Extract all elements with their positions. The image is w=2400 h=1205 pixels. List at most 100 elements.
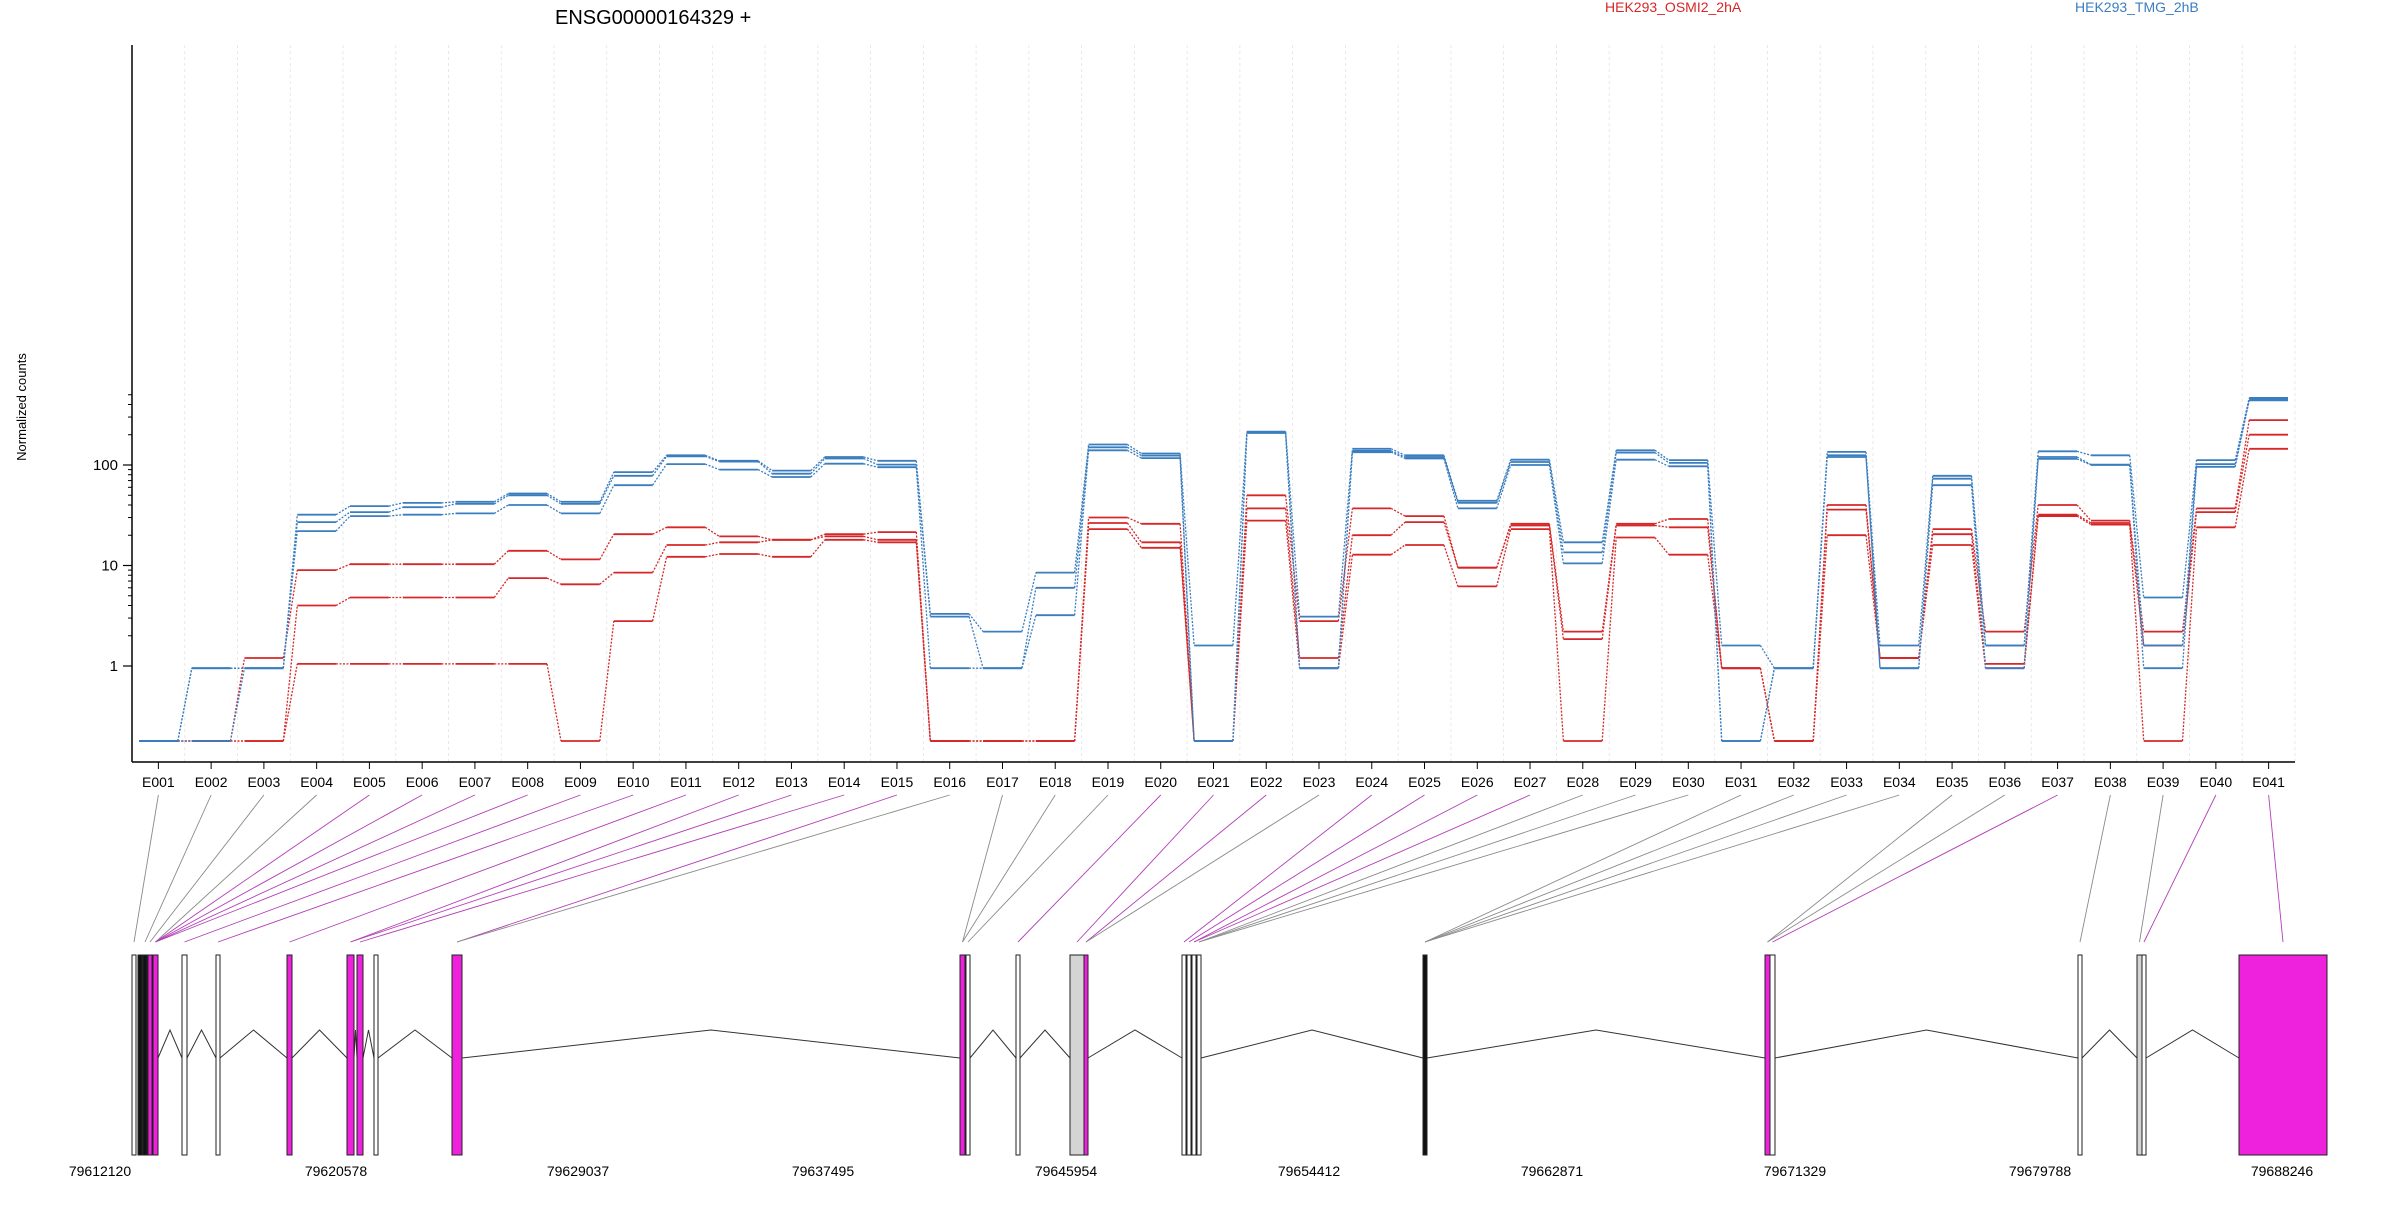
exon-block bbox=[2141, 954, 2147, 1156]
intron-line bbox=[2145, 1029, 2240, 1059]
bin-to-exon-connector bbox=[1772, 794, 2058, 943]
y-tick-label: 10 bbox=[101, 558, 118, 575]
bin-to-exon-connector bbox=[1424, 794, 1900, 943]
bin-to-exon-connector bbox=[1198, 794, 1636, 943]
bin-to-exon-connector bbox=[1767, 794, 1953, 943]
exon-connectors bbox=[133, 794, 2284, 943]
exon-block bbox=[1181, 954, 1187, 1156]
bin-to-exon-connector bbox=[962, 794, 1003, 943]
x-tick-label: E031 bbox=[1725, 774, 1758, 790]
bin-to-exon-connector bbox=[1076, 794, 1214, 943]
exon-block bbox=[356, 954, 364, 1156]
x-tick-label: E023 bbox=[1303, 774, 1336, 790]
bin-to-exon-connector bbox=[217, 794, 634, 943]
intron-line bbox=[1019, 1029, 1071, 1059]
series-line bbox=[139, 399, 2288, 742]
x-tick-label: E005 bbox=[353, 774, 386, 790]
x-tick-label: E017 bbox=[986, 774, 1019, 790]
x-tick-label: E022 bbox=[1250, 774, 1283, 790]
x-tick-label: E021 bbox=[1197, 774, 1230, 790]
y-tick-label: 1 bbox=[110, 658, 118, 675]
bin-to-exon-connector bbox=[967, 794, 1109, 943]
exon-block bbox=[346, 954, 355, 1156]
x-tick-label: E014 bbox=[828, 774, 861, 790]
series-connector bbox=[177, 399, 2250, 742]
series-line bbox=[139, 433, 2288, 742]
bin-to-exon-connector bbox=[1198, 794, 1583, 943]
exon-block bbox=[2238, 954, 2328, 1156]
x-tick-label: E006 bbox=[406, 774, 439, 790]
bin-to-exon-connector bbox=[1188, 794, 1425, 943]
x-tick-label: E010 bbox=[617, 774, 650, 790]
bin-to-exon-connector bbox=[350, 794, 739, 943]
intron-line bbox=[219, 1029, 288, 1059]
bin-to-exon-connector bbox=[1424, 794, 1794, 943]
x-tick-label: E033 bbox=[1830, 774, 1863, 790]
intron-line bbox=[2081, 1029, 2138, 1059]
bin-to-exon-connector bbox=[2143, 794, 2217, 943]
exon-block bbox=[1196, 954, 1202, 1156]
bin-to-exon-connector bbox=[149, 794, 265, 943]
bin-to-exon-connector bbox=[350, 794, 792, 943]
bin-to-exon-connector bbox=[1767, 794, 2006, 943]
gridlines bbox=[131, 45, 2296, 762]
x-tick-label: E041 bbox=[2252, 774, 2285, 790]
x-tick-label: E002 bbox=[195, 774, 228, 790]
chart-title: ENSG00000164329 + bbox=[555, 7, 751, 29]
bin-to-exon-connector bbox=[1424, 794, 1742, 943]
exon-block bbox=[137, 954, 143, 1156]
exon-block bbox=[2077, 954, 2083, 1156]
exon-block bbox=[1769, 954, 1776, 1156]
x-tick-label: E024 bbox=[1355, 774, 1388, 790]
bin-to-exon-connector bbox=[155, 794, 423, 943]
x-tick-label: E026 bbox=[1461, 774, 1494, 790]
exon-block bbox=[1764, 954, 1771, 1156]
coordinate-label: 79671329 bbox=[1764, 1163, 1827, 1179]
intron-line bbox=[969, 1029, 1017, 1059]
intron-line bbox=[291, 1029, 348, 1059]
x-tick-label: E036 bbox=[1988, 774, 2021, 790]
coordinate-label: 79629037 bbox=[547, 1163, 610, 1179]
exon-block bbox=[181, 954, 188, 1156]
exon-block bbox=[1069, 954, 1085, 1156]
intron-line bbox=[461, 1029, 961, 1059]
x-tick-label: E039 bbox=[2147, 774, 2180, 790]
intron-line bbox=[1426, 1029, 1766, 1059]
x-tick-label: E001 bbox=[142, 774, 175, 790]
exon-block bbox=[451, 954, 463, 1156]
coordinate-label: 79679788 bbox=[2009, 1163, 2072, 1179]
exon-block bbox=[2136, 954, 2143, 1156]
x-tick-label: E028 bbox=[1566, 774, 1599, 790]
x-tick-label: E016 bbox=[933, 774, 966, 790]
series-connector bbox=[177, 400, 2250, 742]
x-tick-label: E004 bbox=[300, 774, 333, 790]
exon-block bbox=[131, 954, 137, 1156]
legend-label-tmg: HEK293_TMG_2hB bbox=[2075, 0, 2199, 15]
intron-line bbox=[1200, 1029, 1424, 1059]
legend-label-osmi2: HEK293_OSMI2_2hA bbox=[1605, 0, 1742, 15]
bin-to-exon-connector bbox=[155, 794, 528, 943]
exon-block bbox=[1191, 954, 1197, 1156]
intron-line bbox=[362, 1029, 375, 1059]
x-tick-label: E029 bbox=[1619, 774, 1652, 790]
series-line bbox=[139, 447, 2288, 742]
x-tick-label: E032 bbox=[1777, 774, 1810, 790]
bin-to-exon-connector bbox=[2079, 794, 2111, 943]
bin-to-exon-connector bbox=[184, 794, 581, 943]
y-axis-label: Normalized counts bbox=[14, 353, 29, 461]
bin-to-exon-connector bbox=[144, 794, 212, 943]
x-tick-label: E040 bbox=[2200, 774, 2233, 790]
x-tick-label: E027 bbox=[1514, 774, 1547, 790]
x-tick-label: E015 bbox=[881, 774, 914, 790]
coordinate-label: 79654412 bbox=[1278, 1163, 1341, 1179]
bin-to-exon-connector bbox=[133, 794, 159, 943]
series-connector bbox=[177, 419, 2250, 742]
exon-block bbox=[965, 954, 971, 1156]
x-tick-label: E011 bbox=[670, 774, 702, 790]
x-tick-label: E020 bbox=[1144, 774, 1177, 790]
coordinate-label: 79645954 bbox=[1035, 1163, 1098, 1179]
bin-to-exon-connector bbox=[2139, 794, 2164, 943]
bin-to-exon-connector bbox=[1193, 794, 1478, 943]
